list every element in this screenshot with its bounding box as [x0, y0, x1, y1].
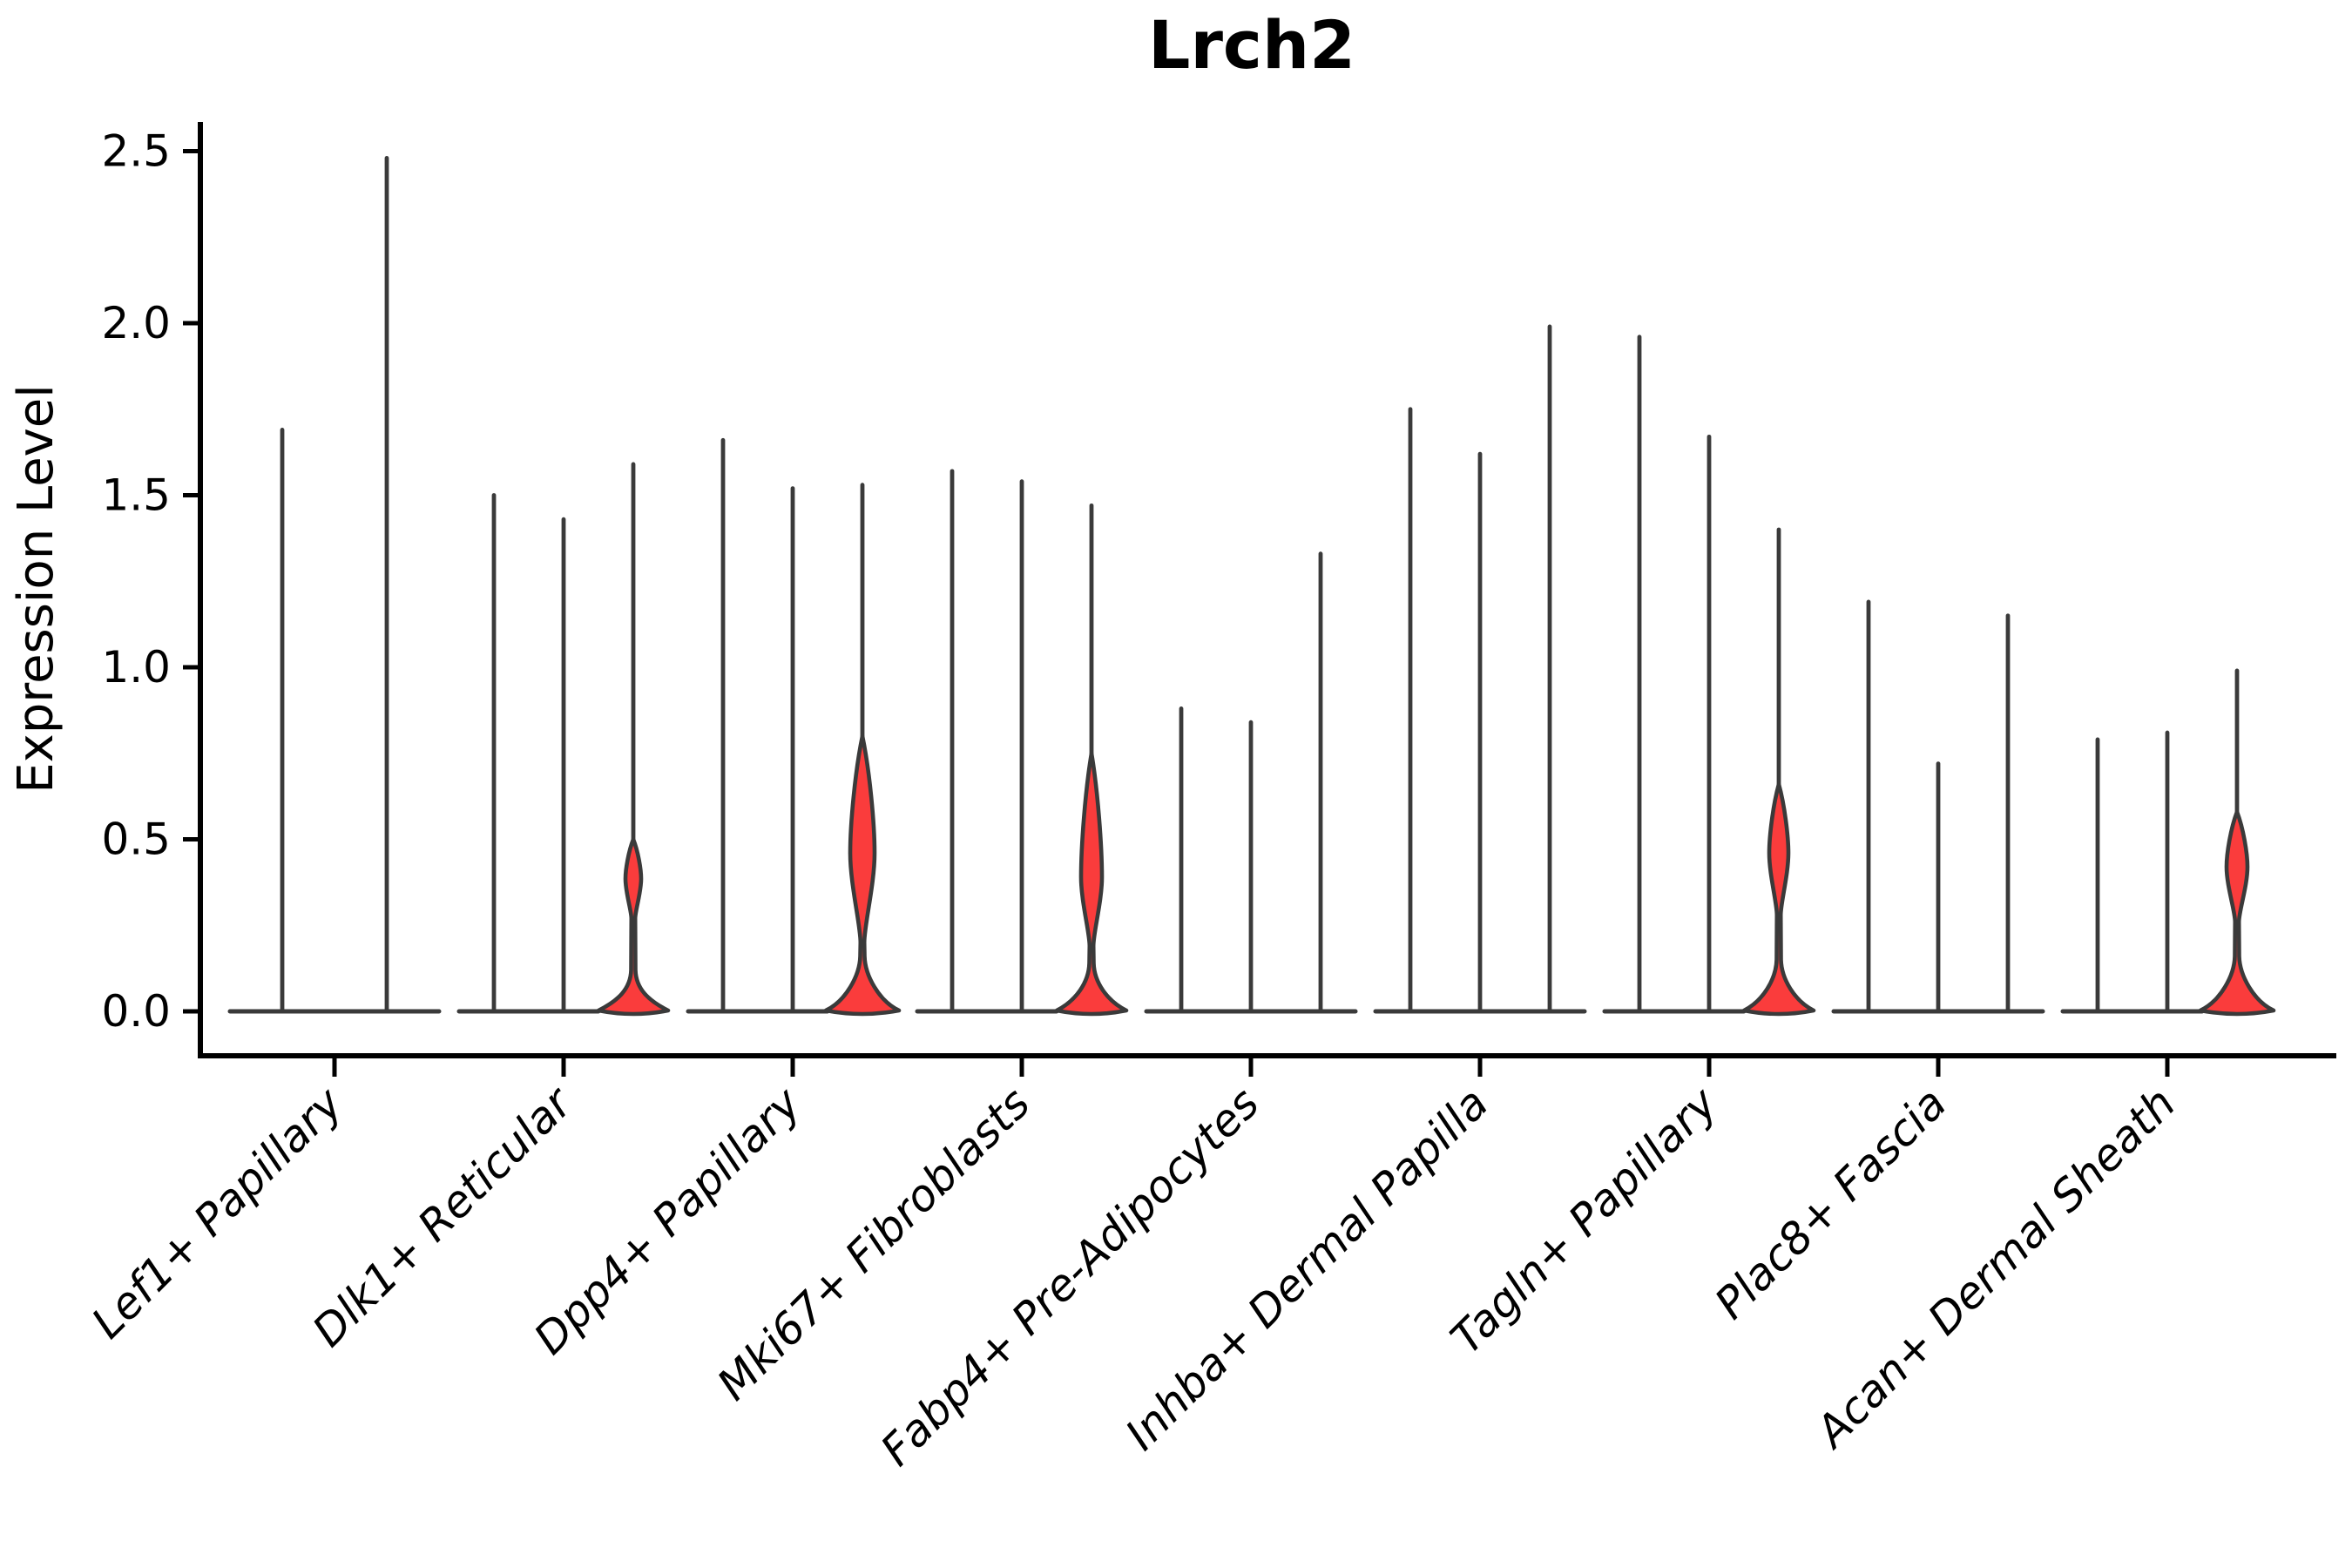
y-tick-label: 0.5	[101, 814, 171, 865]
violin-body	[1054, 751, 1129, 1017]
violin-body	[823, 733, 902, 1017]
y-tick-label: 1.0	[101, 642, 171, 693]
chart-title: Lrch2	[1148, 6, 1355, 84]
y-tick-label: 2.0	[101, 298, 171, 348]
violin-body	[2198, 809, 2276, 1017]
x-tick-label: Inhba+ Dermal Papilla	[1116, 1078, 1497, 1459]
violins-layer	[227, 155, 2276, 1017]
x-tick-label: Lef1+ Papillary	[82, 1077, 353, 1348]
violin-body	[1741, 782, 1816, 1017]
x-tick-label: Fabp4+ Pre-Adipocytes	[871, 1078, 1269, 1476]
y-tick-label: 0.0	[101, 986, 171, 1037]
y-tick-label: 2.5	[101, 126, 171, 177]
y-tick-label: 1.5	[101, 470, 171, 521]
x-tick-label: Acan+ Dermal Sheath	[1805, 1078, 2186, 1458]
violin-body	[596, 837, 671, 1017]
x-tick-label: Plac8+ Fascia	[1706, 1078, 1957, 1328]
y-axis-label: Expression Level	[8, 384, 64, 794]
